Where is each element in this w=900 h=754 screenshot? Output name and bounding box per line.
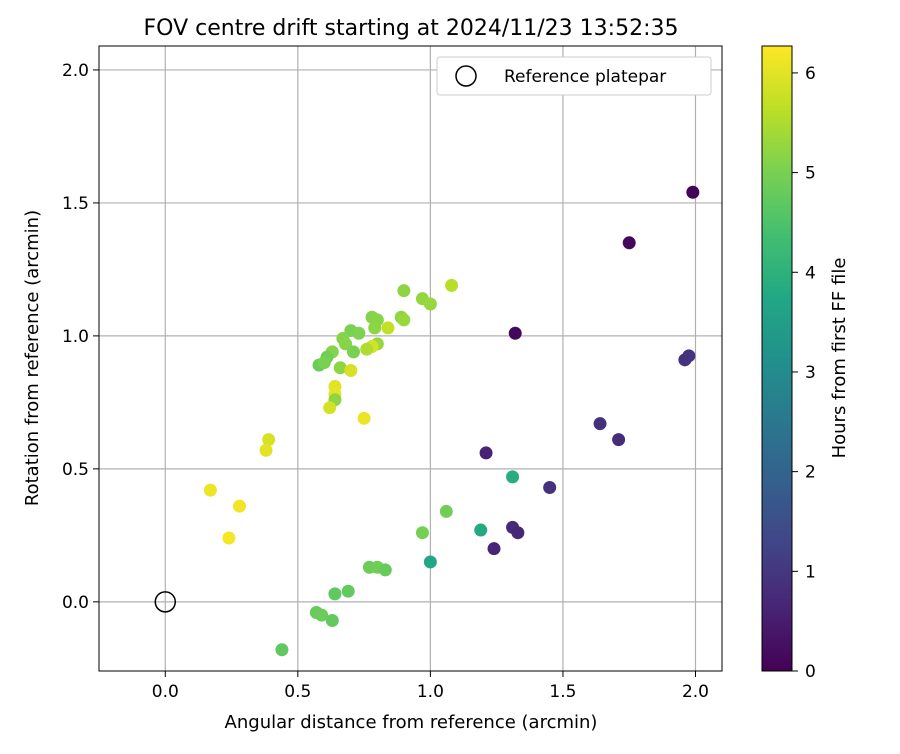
data-point xyxy=(474,523,488,537)
data-point xyxy=(360,342,374,356)
x-tick-label: 1.0 xyxy=(417,682,444,702)
data-point xyxy=(612,433,626,447)
colorbar-ticks: 0 1 2 3 4 5 6 xyxy=(792,64,816,682)
legend-box xyxy=(436,56,712,96)
colorbar-tick-label: 4 xyxy=(805,263,816,283)
legend: Reference platepar xyxy=(436,56,712,96)
x-tick-label: 2.0 xyxy=(682,682,709,702)
data-points xyxy=(203,185,700,657)
data-point xyxy=(262,433,276,447)
data-point xyxy=(415,526,429,540)
data-point xyxy=(325,613,339,627)
colorbar xyxy=(761,45,793,672)
colorbar-tick-label: 1 xyxy=(805,562,816,582)
colorbar-label: Hours from first FF file xyxy=(829,258,850,459)
data-point xyxy=(233,499,247,513)
colorbar-tick-label: 2 xyxy=(805,463,816,483)
y-tick-label: 1.0 xyxy=(62,327,89,347)
data-point xyxy=(479,446,493,460)
data-point xyxy=(368,321,382,335)
data-point xyxy=(445,278,459,292)
data-point xyxy=(381,321,395,335)
axis-ticks: 0.0 0.5 1.0 1.5 2.0 0.0 0.5 1.0 1.5 2.0 xyxy=(62,61,709,702)
data-point xyxy=(423,297,437,311)
data-point xyxy=(333,361,347,375)
legend-open-circle-icon xyxy=(455,65,477,87)
reference-marker-layer xyxy=(154,591,177,613)
data-point xyxy=(506,470,520,484)
data-point xyxy=(378,563,392,577)
data-point xyxy=(347,345,361,359)
data-point xyxy=(341,584,355,598)
data-point xyxy=(508,326,522,340)
data-point xyxy=(439,504,453,518)
colorbar-tick-label: 0 xyxy=(805,662,816,682)
data-point xyxy=(487,542,501,556)
data-point xyxy=(397,313,411,327)
data-point xyxy=(511,526,525,540)
y-tick-label: 2.0 xyxy=(62,61,89,81)
x-tick-label: 0.0 xyxy=(152,682,179,702)
data-point xyxy=(352,326,366,340)
data-point xyxy=(543,480,557,494)
colorbar-tick-label: 6 xyxy=(805,64,816,84)
colorbar-tick-label: 5 xyxy=(805,164,816,184)
data-point xyxy=(222,531,236,545)
plot-area-frame xyxy=(98,45,723,672)
data-point xyxy=(686,185,700,199)
data-point xyxy=(593,417,607,431)
data-point xyxy=(323,401,337,415)
y-tick-label: 0.5 xyxy=(62,460,89,480)
data-point xyxy=(328,587,342,601)
data-point xyxy=(357,411,371,425)
data-point xyxy=(339,337,353,351)
x-tick-label: 1.5 xyxy=(549,682,576,702)
y-tick-label: 1.5 xyxy=(62,194,89,214)
data-point xyxy=(397,284,411,298)
data-point xyxy=(203,483,217,497)
data-point xyxy=(344,363,358,377)
x-tick-label: 0.5 xyxy=(284,682,311,702)
data-point xyxy=(275,643,289,657)
data-point xyxy=(622,236,636,250)
data-point xyxy=(682,349,696,363)
x-axis-label: Angular distance from reference (arcmin) xyxy=(225,712,598,733)
data-point xyxy=(315,608,329,622)
data-point xyxy=(423,555,437,569)
reference-platepar-marker xyxy=(154,591,177,613)
data-point xyxy=(259,443,273,457)
legend-label: Reference platepar xyxy=(504,67,666,87)
chart-title: FOV centre drift starting at 2024/11/23 … xyxy=(144,16,679,41)
colorbar-tick-label: 3 xyxy=(805,363,816,383)
y-axis-label: Rotation from reference (arcmin) xyxy=(22,210,43,506)
data-point xyxy=(317,355,331,369)
y-tick-label: 0.0 xyxy=(62,593,89,613)
